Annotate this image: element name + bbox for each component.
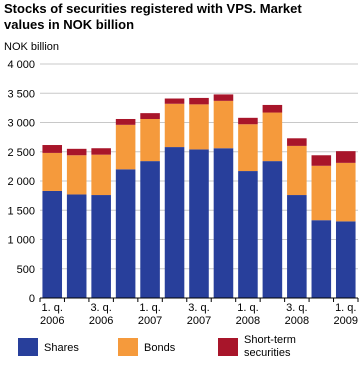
- bar-segment: [213, 148, 234, 298]
- chart-title: Stocks of securities registered with VPS…: [4, 1, 302, 32]
- bar-segment: [335, 221, 356, 298]
- bar-segment: [91, 148, 111, 155]
- bar-segment: [311, 165, 332, 221]
- bar-segment: [335, 151, 356, 163]
- bar-segment: [189, 104, 209, 150]
- bar-segment: [42, 190, 63, 298]
- bar-segment: [115, 118, 136, 125]
- bar-segment: [115, 169, 136, 298]
- bar-segment: [91, 195, 111, 298]
- legend-label: Bonds: [144, 342, 176, 354]
- bar-segment: [164, 98, 185, 104]
- bar-segment: [164, 147, 185, 298]
- bar-segment: [335, 162, 356, 222]
- y-tick-label: 2 500: [7, 147, 35, 159]
- bar-segment: [42, 145, 63, 153]
- bar-segment: [66, 155, 87, 195]
- y-tick-label: 1 000: [7, 235, 35, 247]
- bar-segment: [42, 152, 63, 191]
- x-tick-label: 3. q. 2008: [285, 302, 309, 327]
- bar-segment: [287, 145, 307, 196]
- bar-segment: [287, 138, 307, 146]
- bar-segment: [213, 100, 234, 149]
- legend-swatch: [118, 338, 138, 356]
- bar-segment: [189, 97, 209, 105]
- bar-segment: [140, 113, 160, 119]
- y-tick-label: 500: [17, 264, 35, 276]
- bar-segment: [311, 155, 332, 166]
- x-tick-label: 3. q. 2006: [89, 302, 113, 327]
- legend-label: Short-term securities: [244, 334, 296, 359]
- bar-segment: [189, 149, 209, 298]
- bar-segment: [262, 161, 283, 298]
- bar-segment: [140, 118, 160, 162]
- legend-swatch: [18, 338, 38, 356]
- x-tick-label: 1. q. 2008: [236, 302, 260, 327]
- x-tick-label: 1. q. 2007: [138, 302, 162, 327]
- y-axis-label: NOK billion: [4, 41, 59, 53]
- y-tick-label: 2 000: [7, 176, 35, 188]
- legend-label: Shares: [44, 342, 79, 354]
- bar-segment: [66, 148, 87, 156]
- x-tick-label: 1. q. 2009: [334, 302, 358, 327]
- bar-segment: [262, 112, 283, 162]
- bar-segment: [311, 220, 332, 298]
- y-tick-label: 4 000: [7, 59, 35, 71]
- bar-segment: [238, 117, 258, 125]
- y-tick-label: 1 500: [7, 205, 35, 217]
- legend-swatch: [218, 338, 238, 356]
- bar-segment: [213, 94, 234, 101]
- bar-segment: [262, 104, 283, 113]
- bar-segment: [66, 194, 87, 298]
- bar-segment: [164, 103, 185, 148]
- y-tick-label: 3 000: [7, 118, 35, 130]
- bar-segment: [140, 161, 160, 298]
- x-tick-label: 3. q. 2007: [187, 302, 211, 327]
- y-tick-label: 3 500: [7, 88, 35, 100]
- bar-segment: [115, 124, 136, 170]
- x-tick-label: 1. q. 2006: [40, 302, 64, 327]
- bar-segment: [287, 195, 307, 298]
- bar-segment: [238, 124, 258, 172]
- y-tick-label: 0: [29, 293, 35, 305]
- bar-segment: [238, 171, 258, 298]
- bar-segment: [91, 154, 111, 196]
